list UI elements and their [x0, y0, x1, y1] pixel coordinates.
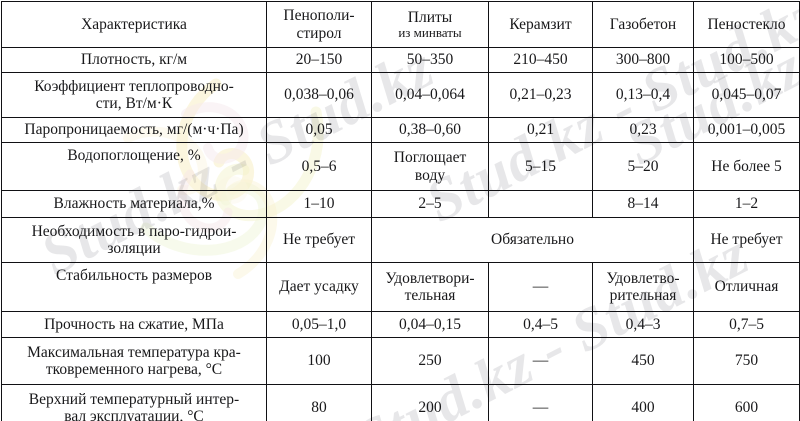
column-header-characteristic: Характеристика	[1, 1, 267, 48]
cell-value-merged: Обязательно	[371, 217, 694, 263]
row-label: Влажность материала,%	[1, 190, 267, 218]
row-label: Прочность на сжатие, МПа	[1, 311, 267, 338]
cell-value: Поглощает воду	[371, 142, 489, 191]
cell-value: 80	[266, 384, 372, 421]
cell-value-line-1: Удовлетво-	[606, 269, 680, 287]
cell-value: 400	[592, 384, 694, 421]
cell-value: 0,4–5	[488, 311, 593, 338]
cell-value: Удовлетвори- тельная	[371, 262, 489, 312]
cell-value: 5–15	[488, 142, 593, 191]
cell-value: 0,5–6	[266, 142, 372, 191]
cell-value: 0,04–0,064	[371, 72, 489, 118]
row-label-line-2: тковременного нагрева, °С	[45, 361, 223, 378]
table-row-water-absorption: Водопоглощение, % 0,5–6 Поглощает воду 5…	[1, 142, 800, 191]
cell-value-dash: —	[488, 262, 593, 312]
cell-value: 0,7–5	[693, 311, 800, 338]
row-label: Коэффициент теплопроводно- сти, Вт/м·К	[1, 72, 267, 118]
table-header-row: Характеристика Пенополи- стирол Плиты из…	[1, 1, 800, 48]
table-row-vapour-barrier-need: Необходимость в паро-гидрои- золяции Не …	[1, 217, 800, 263]
table-row-dimensional-stability: Стабильность размеров Дает усадку Удовле…	[1, 262, 800, 312]
row-label: Водопоглощение, %	[1, 142, 267, 191]
row-label: Стабильность размеров	[1, 262, 267, 312]
table-row-density: Плотность, кг/м 20–150 50–350 210–450 30…	[1, 47, 800, 73]
table-row-vapour-permeability: Паропроницаемость, мг/(м·ч·Па) 0,05 0,38…	[1, 117, 800, 143]
row-label: Верхний температурный интер- вал эксплуа…	[1, 384, 267, 421]
cell-value: 300–800	[592, 47, 694, 73]
cell-value-line-2: рительная	[609, 287, 677, 304]
column-header-aerated-concrete: Газобетон	[592, 1, 694, 48]
row-label-line-1: Верхний температурный интер-	[28, 390, 240, 408]
header-line-2: из минваты	[398, 24, 462, 40]
cell-value: 0,045–0,07	[693, 72, 800, 118]
cell-value-empty	[488, 190, 593, 218]
header-line-1: Плиты	[407, 8, 453, 26]
cell-value: 0,21–0,23	[488, 72, 593, 118]
cell-value-line-1: Поглощает	[393, 149, 467, 167]
header-line-1: Пенополи-	[283, 7, 355, 25]
row-label: Паропроницаемость, мг/(м·ч·Па)	[1, 117, 267, 143]
table-row-upper-operating-temperature: Верхний температурный интер- вал эксплуа…	[1, 384, 800, 421]
cell-value-dash: —	[488, 337, 593, 385]
cell-value: 210–450	[488, 47, 593, 73]
cell-value: 450	[592, 337, 694, 385]
cell-value: 0,001–0,005	[693, 117, 800, 143]
row-label-line-1: Коэффициент теплопроводно-	[34, 77, 234, 95]
cell-value: 50–350	[371, 47, 489, 73]
cell-value: 100–500	[693, 47, 800, 73]
column-header-mineral-wool-boards: Плиты из минваты	[371, 1, 489, 48]
cell-value: 0,05	[266, 117, 372, 143]
cell-value: 1–10	[266, 190, 372, 218]
cell-value: Не требует	[266, 217, 372, 263]
cell-value: 750	[693, 337, 800, 385]
row-label: Плотность, кг/м	[1, 47, 267, 73]
column-header-polystyrene-foam: Пенополи- стирол	[266, 1, 372, 48]
cell-value: Отличная	[693, 262, 800, 312]
cell-value-line-1: Удовлетвори-	[385, 269, 475, 287]
row-label-line-2: золяции	[107, 240, 161, 257]
cell-value: Не требует	[693, 217, 800, 263]
cell-value-line-2: тельная	[404, 287, 456, 304]
table-row-material-humidity: Влажность материала,% 1–10 2–5 8–14 1–2	[1, 190, 800, 218]
column-header-expanded-clay: Керамзит	[488, 1, 593, 48]
cell-value-dash: —	[488, 384, 593, 421]
cell-value: 100	[266, 337, 372, 385]
cell-value: 2–5	[371, 190, 489, 218]
table-row-max-short-term-temperature: Максимальная температура кра- тковременн…	[1, 337, 800, 385]
cell-value: 0,038–0,06	[266, 72, 372, 118]
row-label-line-1: Необходимость в паро-гидрои-	[31, 222, 237, 240]
cell-value-line-2: воду	[414, 166, 446, 184]
cell-value: 0,04–0,15	[371, 311, 489, 338]
row-label-line-2: сти, Вт/м·К	[95, 95, 173, 112]
table-row-thermal-conductivity: Коэффициент теплопроводно- сти, Вт/м·К 0…	[1, 72, 800, 118]
cell-value: 8–14	[592, 190, 694, 218]
cell-value: 20–150	[266, 47, 372, 73]
cell-value: 1–2	[693, 190, 800, 218]
cell-value: Удовлетво- рительная	[592, 262, 694, 312]
cell-value: 0,23	[592, 117, 694, 143]
cell-value: 200	[371, 384, 489, 421]
cell-value: 5–20	[592, 142, 694, 191]
cell-value: Не более 5	[693, 142, 800, 191]
cell-value: 0,38–0,60	[371, 117, 489, 143]
cell-value: 0,05–1,0	[266, 311, 372, 338]
cell-value: 0,13–0,4	[592, 72, 694, 118]
row-label-line-1: Максимальная температура кра-	[27, 343, 241, 361]
header-line-2: стирол	[296, 24, 342, 42]
cell-value: 600	[693, 384, 800, 421]
row-label: Максимальная температура кра- тковременн…	[1, 337, 267, 385]
row-label-line-2: вал эксплуатации, °С	[64, 408, 204, 421]
cell-value: 0,4–3	[592, 311, 694, 338]
cell-value: 0,21	[488, 117, 593, 143]
table-row-compressive-strength: Прочность на сжатие, МПа 0,05–1,0 0,04–0…	[1, 311, 800, 338]
column-header-foam-glass: Пеностекло	[693, 1, 800, 48]
cell-value: Дает усадку	[266, 262, 372, 312]
row-label: Необходимость в паро-гидрои- золяции	[1, 217, 267, 263]
cell-value: 250	[371, 337, 489, 385]
